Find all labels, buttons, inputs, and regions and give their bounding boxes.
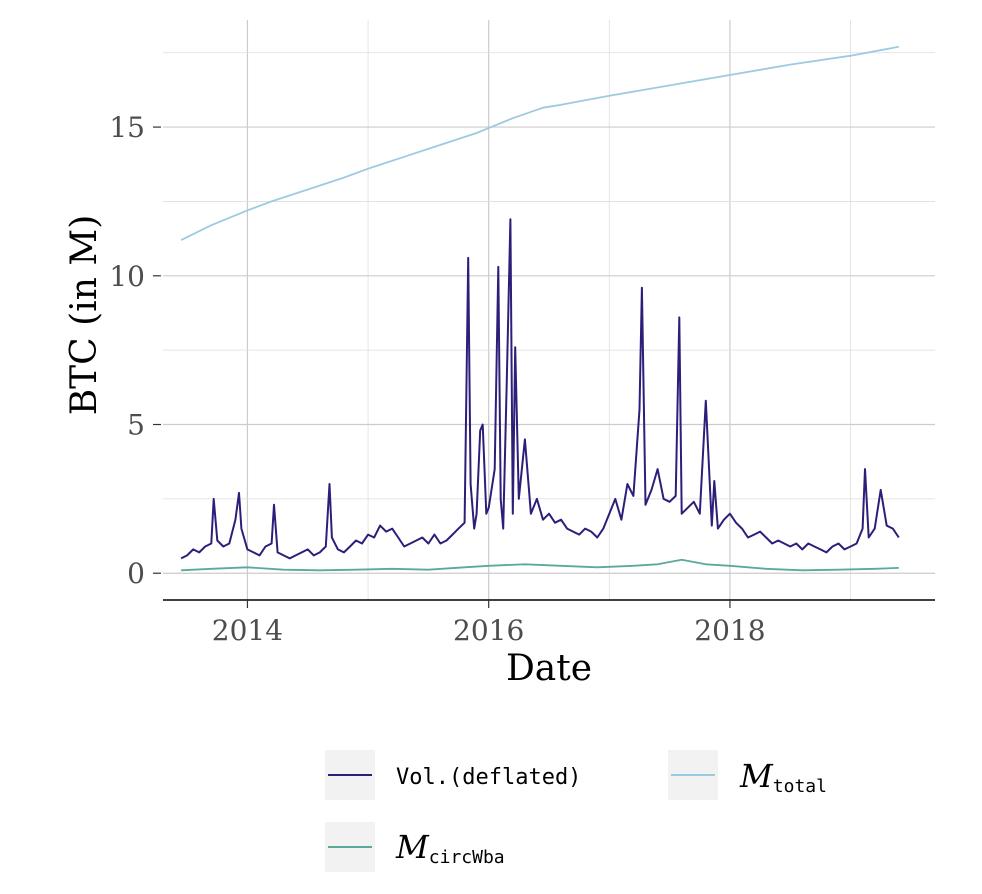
series-line-m-total: [180, 45, 899, 241]
legend-label-mcirc: McircWba: [395, 828, 505, 868]
y-ticks: 0 5 10 15: [109, 111, 161, 590]
x-axis-title: Date: [506, 648, 592, 689]
x-tick-label: 2014: [212, 614, 283, 647]
grid: [163, 20, 935, 600]
legend-label-vol: Vol.(deflated): [396, 765, 581, 790]
legend-label-mtotal-sub: total: [773, 776, 827, 797]
legend-label-mtotal-main: M: [739, 757, 774, 795]
y-tick-label: 0: [127, 557, 145, 590]
y-tick-label: 10: [109, 260, 145, 293]
y-tick-label: 5: [127, 409, 145, 442]
series-line-vol-deflated-: [180, 218, 900, 560]
legend-label-mcirc-sub: circWba: [429, 847, 505, 868]
plot-lines: [180, 45, 900, 572]
series-line-m-circwba: [181, 558, 899, 572]
y-tick-label: 15: [109, 111, 145, 144]
x-tick-label: 2016: [453, 614, 524, 647]
x-tick-label: 2018: [694, 614, 765, 647]
legend-label-mcirc-main: M: [395, 828, 430, 866]
y-axis-title: BTC (in M): [64, 215, 105, 416]
legend: Vol.(deflated) Mtotal McircWba: [325, 750, 827, 872]
x-ticks: 2014 2016 2018: [212, 600, 766, 647]
legend-label-mtotal: Mtotal: [739, 757, 827, 797]
